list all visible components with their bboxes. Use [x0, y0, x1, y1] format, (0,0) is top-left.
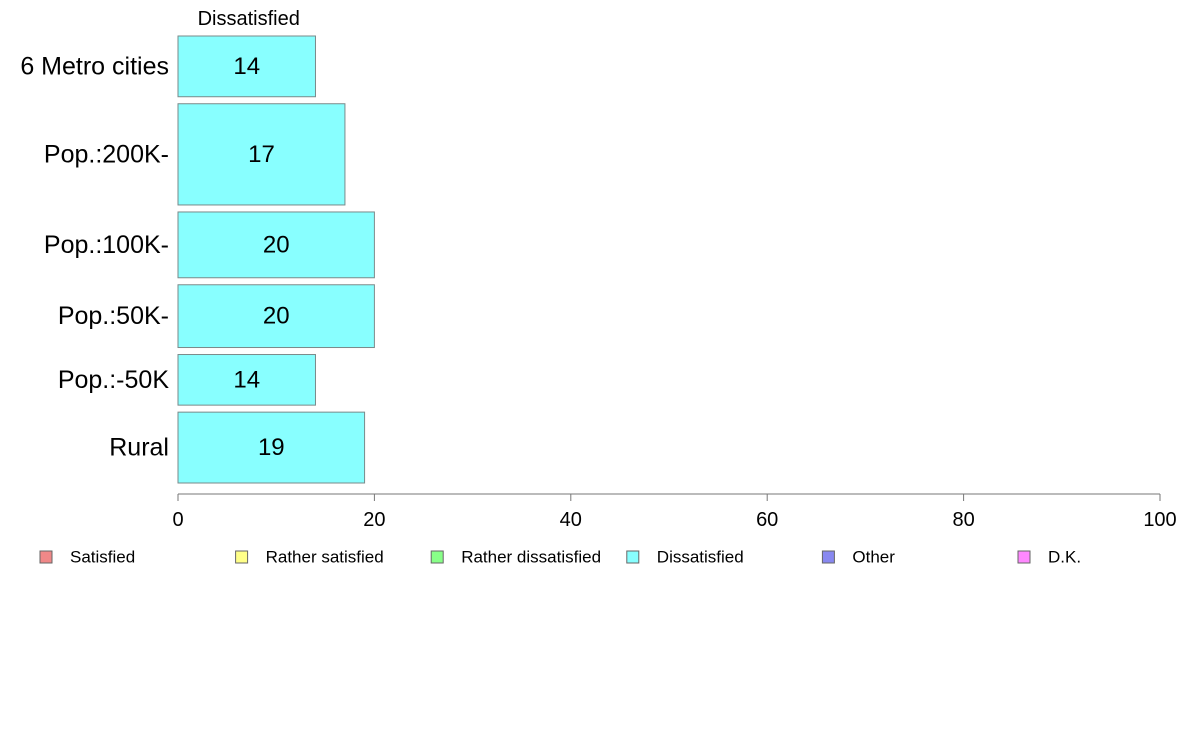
- legend-label-satisfied: Satisfied: [70, 548, 135, 567]
- x-tick-label-80: 80: [952, 509, 974, 531]
- x-tick-label-0: 0: [172, 509, 183, 531]
- bar-pop-50k: [177, 284, 375, 349]
- legend-label-d-k: D.K.: [1048, 548, 1081, 567]
- x-tick-label-20: 20: [363, 509, 385, 531]
- category-label-rural: Rural: [109, 434, 169, 462]
- legend-swatch-other: [821, 550, 835, 564]
- legend-swatch-d-k: [1017, 550, 1031, 564]
- legend-swatch-dissatisfied: [626, 550, 640, 564]
- series-title: Dissatisfied: [198, 8, 300, 30]
- value-label-pop-200k: 17: [248, 141, 275, 168]
- legend-swatch-rather-dissatisfied: [430, 550, 444, 564]
- legend-label-rather-dissatisfied: Rather dissatisfied: [461, 548, 601, 567]
- value-label-pop-50k: 20: [263, 303, 290, 330]
- bar-pop-100k: [177, 211, 375, 279]
- value-label-pop-100k: 20: [263, 231, 290, 258]
- legend-label-dissatisfied: Dissatisfied: [657, 548, 744, 567]
- bar-rural: [177, 411, 366, 484]
- legend-swatch-satisfied: [39, 550, 53, 564]
- category-label-pop-100k: Pop.:100K-: [44, 231, 169, 259]
- category-label-pop-50k: Pop.:-50K: [58, 366, 170, 394]
- x-tick-label-100: 100: [1143, 509, 1176, 531]
- legend: Satisfied Rather satisfied Rather dissatis…: [39, 548, 1081, 567]
- bar-pop-50k: [177, 354, 316, 406]
- legend-swatch-rather-satisfied: [235, 550, 249, 564]
- bars-group: 14 6 Metro cities 17 Pop.:200K- 20 Pop.:100K-…: [20, 35, 375, 484]
- value-label-6-metro-cities: 14: [233, 53, 260, 80]
- category-label-6-metro-cities: 6 Metro cities: [20, 52, 169, 80]
- x-tick-label-40: 40: [560, 509, 582, 531]
- bar-6-metro-cities: [177, 35, 316, 98]
- value-label-pop-50k: 14: [233, 366, 260, 393]
- legend-label-rather-satisfied: Rather satisfied: [266, 548, 384, 567]
- bar-pop-200k: [177, 103, 346, 206]
- category-label-pop-50k: Pop.:50K-: [58, 302, 169, 330]
- x-tick-label-60: 60: [756, 509, 778, 531]
- value-label-rural: 19: [258, 434, 285, 461]
- legend-label-other: Other: [852, 548, 895, 567]
- category-label-pop-200k: Pop.:200K-: [44, 140, 169, 168]
- x-axis: 0 20 40 60 80 100: [172, 493, 1177, 531]
